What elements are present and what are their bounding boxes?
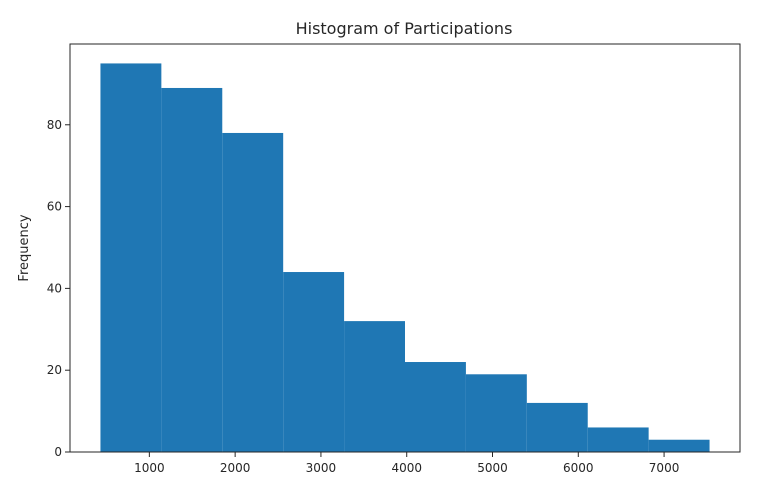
chart-title: Histogram of Participations [296, 19, 513, 38]
x-tick-label: 5000 [477, 461, 508, 475]
histogram-bar-7 [465, 374, 527, 452]
y-tick-label: 40 [47, 281, 62, 295]
histogram-bar-4 [283, 272, 345, 452]
x-tick-label: 2000 [220, 461, 251, 475]
y-tick-label: 60 [47, 200, 62, 214]
histogram-bar-6 [405, 362, 466, 452]
y-axis-label: Frequency [17, 214, 32, 281]
histogram-bar-1 [100, 63, 162, 453]
y-tick-label: 0 [54, 445, 62, 459]
histogram-bar-8 [526, 402, 588, 452]
x-ticks-group: 1000 2000 3000 4000 5000 6000 7000 [134, 452, 679, 475]
histogram-bar-10 [648, 439, 710, 452]
x-tick-label: 6000 [563, 461, 594, 475]
axes-group [69, 43, 741, 453]
y-tick-label: 80 [47, 118, 62, 132]
histogram-bar-5 [344, 321, 405, 452]
plot-frame [69, 43, 741, 453]
y-ticks-group: 0 20 40 60 80 [47, 118, 70, 459]
bars-group [100, 63, 710, 453]
histogram-bar-9 [587, 427, 649, 452]
x-tick-label: 3000 [306, 461, 337, 475]
x-tick-label: 7000 [649, 461, 680, 475]
x-tick-label: 4000 [391, 461, 422, 475]
y-tick-label: 20 [47, 363, 62, 377]
x-tick-label: 1000 [134, 461, 165, 475]
histogram-bar-3 [222, 132, 284, 452]
histogram-bar-2 [161, 87, 223, 452]
